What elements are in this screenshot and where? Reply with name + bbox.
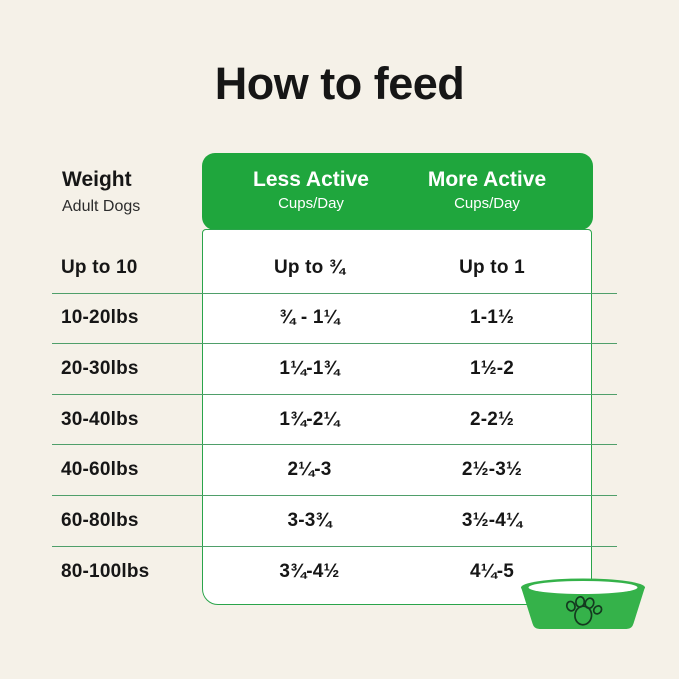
weight-range: 30-40lbs xyxy=(61,408,139,430)
less-active-column-header: Less Active Cups/Day xyxy=(202,168,420,212)
table-row: 20-30lbs 1¼-1¾ 1½-2 xyxy=(52,344,617,395)
more-active-value: 1½-2 xyxy=(469,357,515,379)
weight-column-header: Weight Adult Dogs xyxy=(62,168,140,216)
feeding-table-panel xyxy=(202,229,592,605)
less-active-value: 3-3¾ xyxy=(287,509,332,531)
less-active-value: 3¾-4½ xyxy=(279,560,340,582)
table-row: 80-100lbs 3¾-4½ 4¼-5 xyxy=(52,547,617,598)
less-active-value: 2¼-3 xyxy=(287,459,332,481)
more-active-label: More Active xyxy=(427,168,547,191)
table-row: 60-80lbs 3-3¾ 3½-4¼ xyxy=(52,496,617,547)
weight-range: Up to 10 xyxy=(61,256,138,278)
weight-range: 10-20lbs xyxy=(61,307,139,329)
more-active-value: Up to 1 xyxy=(459,256,525,278)
more-active-value: 1-1½ xyxy=(469,307,515,329)
table-row: 40-60lbs 2¼-3 2½-3½ xyxy=(52,445,617,496)
less-active-sublabel: Cups/Day xyxy=(278,195,344,212)
weight-column-title: Weight xyxy=(62,168,132,191)
more-active-value: 4¼-5 xyxy=(469,560,515,582)
less-active-value: 1¼-1¾ xyxy=(279,357,340,379)
dog-bowl-paw-icon xyxy=(518,577,648,633)
more-active-sublabel: Cups/Day xyxy=(454,195,520,212)
more-active-value: 2½-3½ xyxy=(461,459,523,481)
more-active-value: 3½-4¼ xyxy=(461,509,523,531)
less-active-value: Up to ¾ xyxy=(273,256,346,278)
less-active-value: ¾ - 1¼ xyxy=(279,307,340,329)
weight-range: 80-100lbs xyxy=(61,560,150,582)
weight-range: 40-60lbs xyxy=(61,459,139,481)
less-active-value: 1¾-2¼ xyxy=(279,408,340,430)
feeding-table-rows: Up to 10 Up to ¾ Up to 1 10-20lbs ¾ - 1¼… xyxy=(52,243,617,597)
weight-column-subtitle: Adult Dogs xyxy=(62,198,141,215)
weight-range: 60-80lbs xyxy=(61,509,139,531)
table-row: 30-40lbs 1¾-2¼ 2-2½ xyxy=(52,395,617,446)
table-row: 10-20lbs ¾ - 1¼ 1-1½ xyxy=(52,294,617,345)
weight-range: 20-30lbs xyxy=(61,357,139,379)
page-title: How to feed xyxy=(214,58,465,109)
less-active-label: Less Active xyxy=(253,168,369,191)
more-active-column-header: More Active Cups/Day xyxy=(395,168,579,212)
activity-columns-header: Less Active Cups/Day More Active Cups/Da… xyxy=(202,153,593,230)
more-active-value: 2-2½ xyxy=(469,408,515,430)
table-row: Up to 10 Up to ¾ Up to 1 xyxy=(52,243,617,294)
